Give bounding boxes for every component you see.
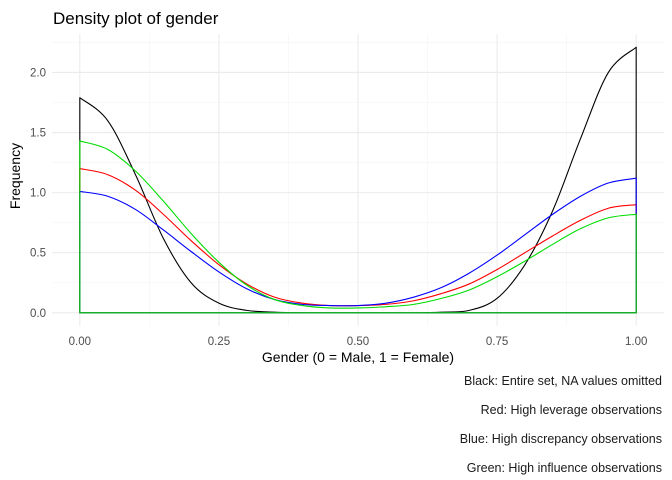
x-axis-label: Gender (0 = Male, 1 = Female) [262,349,454,365]
captions: Black: Entire set, NA values omitted Red:… [460,374,662,475]
x-axis-ticks: 0.00 0.25 0.50 0.75 1.00 [69,336,648,348]
y-tick-label: 1.0 [30,188,46,200]
y-axis-ticks: 0.0 0.5 1.0 1.5 2.0 [30,67,46,319]
y-tick-label: 2.0 [30,67,46,79]
caption-line: Green: High influence observations [467,461,662,475]
y-tick-label: 0.5 [30,248,46,260]
density-green-high-influence [79,140,637,314]
chart-title: Density plot of gender [53,9,219,28]
y-tick-label: 1.5 [30,128,46,140]
x-tick-label: 0.00 [69,336,91,348]
x-tick-label: 0.25 [208,336,230,348]
x-tick-label: 0.50 [347,336,369,348]
x-tick-label: 1.00 [625,336,647,348]
caption-line: Blue: High discrepancy observations [460,432,662,446]
caption-line: Red: High leverage observations [481,403,662,417]
caption-line: Black: Entire set, NA values omitted [464,374,662,388]
density-series [79,46,637,314]
y-tick-label: 0.0 [30,308,46,320]
x-tick-label: 0.75 [486,336,508,348]
density-blue-high-discrepancy [79,177,637,314]
y-axis-label: Frequency [7,143,23,209]
